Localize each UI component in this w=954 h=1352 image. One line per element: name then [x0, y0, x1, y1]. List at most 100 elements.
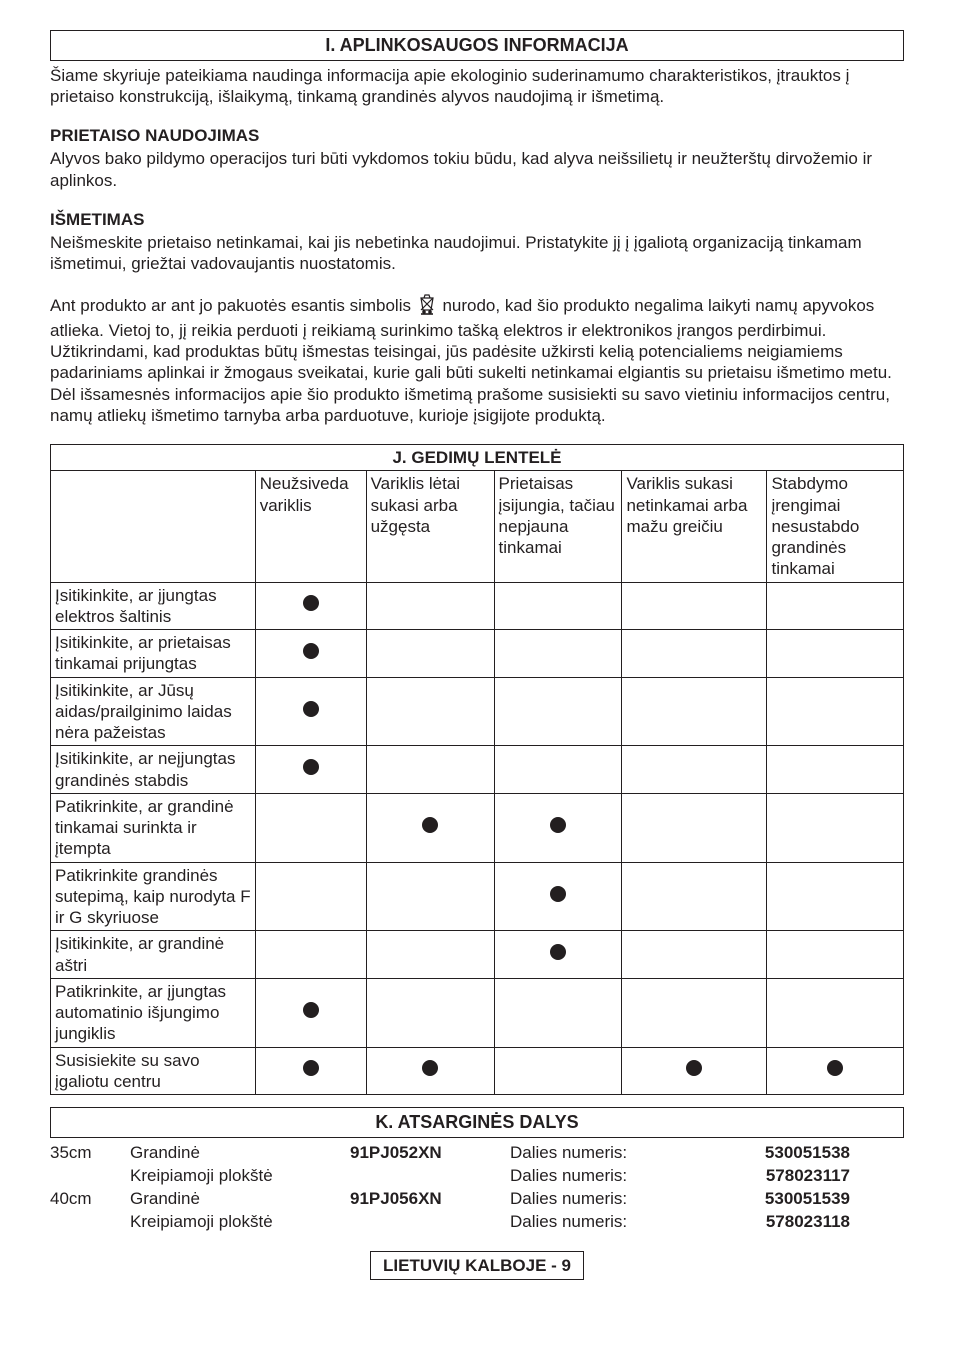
- fault-cell: [494, 978, 622, 1047]
- weee-icon: [418, 293, 436, 320]
- symbol-text-before: Ant produkto ar ant jo pakuotės esantis …: [50, 296, 416, 315]
- fault-cell: [622, 793, 767, 862]
- spare-number: 578023118: [710, 1211, 850, 1232]
- section-j-title: J. GEDIMŲ LENTELĖ: [51, 445, 904, 471]
- fault-cell: [622, 931, 767, 979]
- spare-row: 40cmGrandinė91PJ056XNDalies numeris:5300…: [50, 1188, 904, 1209]
- spare-label: Dalies numeris:: [510, 1188, 710, 1209]
- table-row: Įsitikinkite, ar prietaisas tinkamai pri…: [51, 630, 904, 678]
- fault-cell: [622, 862, 767, 931]
- fault-label: Įsitikinkite, ar grandinė aštri: [51, 931, 256, 979]
- fault-cell: [622, 746, 767, 794]
- fault-header-4: Variklis sukasi netinkamai arba mažu gre…: [622, 471, 767, 582]
- spare-code: 91PJ056XN: [350, 1188, 510, 1209]
- dot-icon: [550, 944, 566, 960]
- table-row: Patikrinkite, ar grandinė tinkamai surin…: [51, 793, 904, 862]
- fault-cell: [366, 978, 494, 1047]
- spare-name: Grandinė: [130, 1188, 350, 1209]
- dot-icon: [303, 595, 319, 611]
- table-row: Įsitikinkite, ar įjungtas elektros šalti…: [51, 582, 904, 630]
- fault-cell: [767, 931, 904, 979]
- fault-cell: [767, 630, 904, 678]
- table-row: Patikrinkite grandinės sutepimą, kaip nu…: [51, 862, 904, 931]
- section-i-intro: Šiame skyriuje pateikiama naudinga infor…: [50, 65, 904, 108]
- fault-cell: [255, 931, 366, 979]
- section-i-title: I. APLINKOSAUGOS INFORMACIJA: [50, 30, 904, 61]
- spare-row: 35cmGrandinė91PJ052XNDalies numeris:5300…: [50, 1142, 904, 1163]
- dot-icon: [303, 643, 319, 659]
- fault-cell: [255, 862, 366, 931]
- fault-cell: [366, 931, 494, 979]
- spare-name: Kreipiamoji plokštė: [130, 1165, 350, 1186]
- table-row: Įsitikinkite, ar Jūsų aidas/prailginimo …: [51, 677, 904, 746]
- dot-icon: [550, 886, 566, 902]
- table-row: Įsitikinkite, ar neįjungtas grandinės st…: [51, 746, 904, 794]
- fault-label: Įsitikinkite, ar įjungtas elektros šalti…: [51, 582, 256, 630]
- spare-name: Grandinė: [130, 1142, 350, 1163]
- fault-cell: [767, 862, 904, 931]
- section-k-title: K. ATSARGINĖS DALYS: [50, 1107, 904, 1138]
- spare-name: Kreipiamoji plokštė: [130, 1211, 350, 1232]
- fault-label: Įsitikinkite, ar Jūsų aidas/prailginimo …: [51, 677, 256, 746]
- fault-cell: [767, 978, 904, 1047]
- fault-cell: [494, 793, 622, 862]
- table-row: Įsitikinkite, ar grandinė aštri: [51, 931, 904, 979]
- fault-cell: [366, 1047, 494, 1095]
- spare-label: Dalies numeris:: [510, 1142, 710, 1163]
- fault-cell: [366, 746, 494, 794]
- fault-cell: [622, 582, 767, 630]
- spare-label: Dalies numeris:: [510, 1165, 710, 1186]
- fault-cell: [366, 862, 494, 931]
- spare-label: Dalies numeris:: [510, 1211, 710, 1232]
- fault-cell: [494, 677, 622, 746]
- fault-cell: [622, 630, 767, 678]
- dot-icon: [422, 817, 438, 833]
- dot-icon: [303, 759, 319, 775]
- fault-label: Įsitikinkite, ar neįjungtas grandinės st…: [51, 746, 256, 794]
- disposal-heading: IŠMETIMAS: [50, 209, 904, 230]
- fault-label: Susisiekite su savo įgaliotu centru: [51, 1047, 256, 1095]
- disposal-text: Neišmeskite prietaiso netinkamai, kai ji…: [50, 232, 904, 275]
- fault-cell: [494, 1047, 622, 1095]
- fault-cell: [255, 630, 366, 678]
- fault-cell: [767, 582, 904, 630]
- fault-cell: [622, 1047, 767, 1095]
- fault-cell: [255, 677, 366, 746]
- fault-label: Patikrinkite, ar grandinė tinkamai surin…: [51, 793, 256, 862]
- fault-cell: [255, 582, 366, 630]
- fault-cell: [255, 793, 366, 862]
- table-row: Susisiekite su savo įgaliotu centru: [51, 1047, 904, 1095]
- dot-icon: [550, 817, 566, 833]
- spare-size: 40cm: [50, 1188, 130, 1209]
- fault-cell: [494, 582, 622, 630]
- fault-cell: [494, 931, 622, 979]
- fault-cell: [622, 677, 767, 746]
- fault-label: Įsitikinkite, ar prietaisas tinkamai pri…: [51, 630, 256, 678]
- dot-icon: [303, 701, 319, 717]
- fault-cell: [494, 630, 622, 678]
- table-row: Patikrinkite, ar įjungtas automatinio iš…: [51, 978, 904, 1047]
- fault-cell: [366, 582, 494, 630]
- fault-header-3: Prietaisas įsijungia, tačiau nepjauna ti…: [494, 471, 622, 582]
- spare-number: 530051538: [710, 1142, 850, 1163]
- fault-cell: [366, 793, 494, 862]
- spare-number: 578023117: [710, 1165, 850, 1186]
- fault-cell: [494, 862, 622, 931]
- fault-cell: [255, 978, 366, 1047]
- spare-code: 91PJ052XN: [350, 1142, 510, 1163]
- spare-number: 530051539: [710, 1188, 850, 1209]
- fault-cell: [767, 746, 904, 794]
- dot-icon: [303, 1060, 319, 1076]
- dot-icon: [686, 1060, 702, 1076]
- fault-table: J. GEDIMŲ LENTELĖ Neužsiveda variklis Va…: [50, 444, 904, 1095]
- dot-icon: [422, 1060, 438, 1076]
- page-footer: LIETUVIŲ KALBOJE - 9: [370, 1251, 584, 1280]
- spare-row: Kreipiamoji plokštė Dalies numeris:578023…: [50, 1165, 904, 1186]
- fault-header-5: Stabdymo įrengimai nesustabdo grandinės …: [767, 471, 904, 582]
- fault-cell: [366, 677, 494, 746]
- fault-cell: [255, 1047, 366, 1095]
- spare-row: Kreipiamoji plokštė Dalies numeris:578023…: [50, 1211, 904, 1232]
- fault-cell: [767, 1047, 904, 1095]
- spare-size: 35cm: [50, 1142, 130, 1163]
- fault-cell: [767, 677, 904, 746]
